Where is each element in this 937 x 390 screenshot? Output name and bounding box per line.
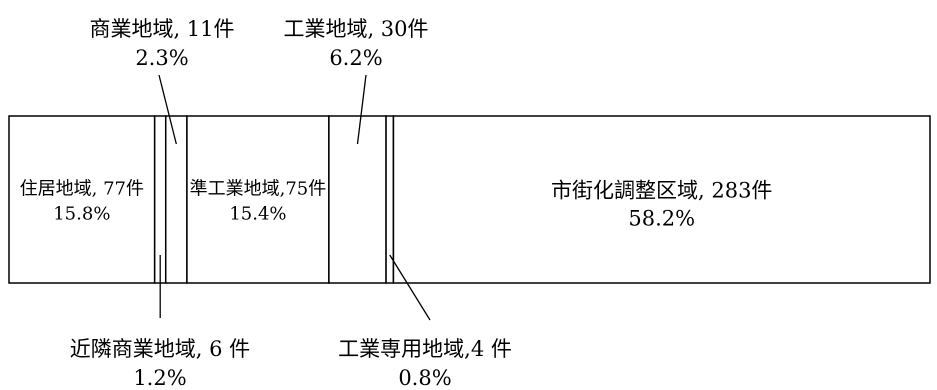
- leader-line-seg-5: [356, 74, 367, 145]
- category-label-seg-3: 商業地域, 11件: [89, 17, 234, 41]
- bar-segment-seg-7: [392, 115, 931, 284]
- bar-segment-seg-1: [8, 115, 156, 284]
- bar-segment-seg-4: [186, 115, 330, 284]
- value-label-seg-3: 2.3%: [135, 46, 188, 70]
- category-label-seg-5: 工業地域, 30件: [283, 17, 428, 41]
- value-label-seg-1: 15.8%: [53, 204, 110, 225]
- bar-segment-seg-3: [164, 115, 188, 284]
- segment-labels: 住居地域, 77件 15.8% 近隣商業地域, 6 件 1.2% 商業地域, 11件 2.…: [20, 17, 773, 390]
- value-label-seg-5: 6.2%: [329, 46, 382, 70]
- value-label-seg-6: 0.8%: [398, 366, 451, 390]
- bar-segments: [8, 115, 931, 284]
- leader-lines: [158, 74, 431, 321]
- category-label-seg-1: 住居地域, 77件: [20, 179, 144, 200]
- category-label-seg-6: 工業専用地域,4 件: [338, 337, 512, 361]
- value-label-seg-7: 58.2%: [628, 207, 695, 231]
- category-label-seg-4: 準工業地域,75件: [190, 179, 327, 200]
- leader-line-seg-6: [389, 254, 431, 321]
- category-label-seg-7: 市街化調整区域, 283件: [551, 179, 772, 203]
- value-label-seg-4: 15.4%: [229, 204, 286, 225]
- value-label-seg-2: 1.2%: [133, 366, 186, 390]
- category-label-seg-2: 近隣商業地域, 6 件: [70, 337, 250, 361]
- leader-line-seg-3: [158, 74, 177, 145]
